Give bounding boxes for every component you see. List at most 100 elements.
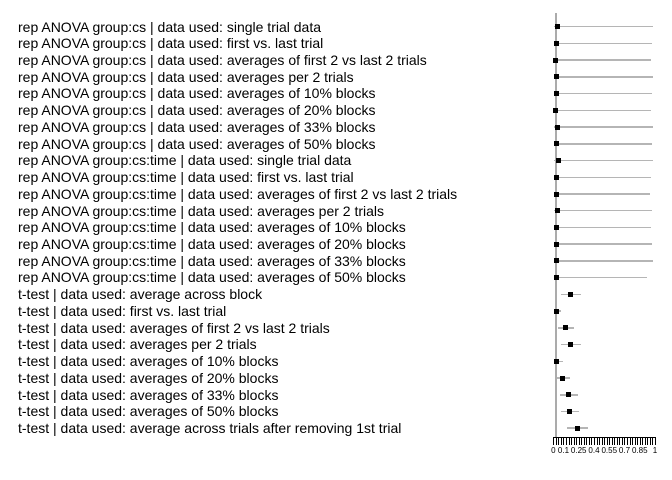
row-label: t-test | data used: averages of 50% bloc… bbox=[18, 403, 279, 420]
x-axis-tick bbox=[578, 438, 580, 445]
error-bar bbox=[553, 159, 653, 162]
x-axis-tick bbox=[614, 438, 616, 445]
row-label: rep ANOVA group:cs | data used: averages… bbox=[18, 68, 354, 85]
point-marker bbox=[554, 74, 560, 80]
row-label: t-test | data used: first vs. last trial bbox=[18, 302, 227, 319]
row-label: t-test | data used: average across block bbox=[18, 286, 263, 303]
x-axis-tick bbox=[581, 438, 583, 445]
point-marker bbox=[553, 358, 559, 364]
error-bar bbox=[553, 92, 652, 95]
x-axis-tick bbox=[629, 438, 631, 445]
x-axis-tick bbox=[563, 438, 565, 445]
x-axis-tick bbox=[566, 438, 567, 445]
row-label: rep ANOVA group:cs | data used: averages… bbox=[18, 51, 427, 68]
x-axis-tick bbox=[621, 438, 623, 445]
x-axis-tick bbox=[652, 438, 654, 445]
error-bar bbox=[553, 276, 647, 279]
row-label: rep ANOVA group:cs:time | data used: sin… bbox=[18, 152, 352, 169]
point-marker bbox=[554, 124, 560, 130]
error-bar bbox=[553, 193, 650, 195]
point-marker bbox=[553, 191, 559, 197]
point-marker bbox=[556, 158, 562, 164]
row-label: t-test | data used: averages of 10% bloc… bbox=[18, 353, 279, 370]
error-bar bbox=[553, 42, 652, 45]
x-axis-tick-label: 0.55 bbox=[601, 446, 618, 455]
x-axis-tick-label: 0 bbox=[551, 446, 556, 455]
x-axis-tick bbox=[593, 438, 595, 445]
point-marker bbox=[554, 91, 560, 97]
row-label: rep ANOVA group:cs | data used: averages… bbox=[18, 102, 376, 119]
row-label: t-test | data used: averages of 33% bloc… bbox=[18, 386, 279, 403]
x-axis-tick-label: 0.4 bbox=[588, 446, 600, 455]
point-marker bbox=[554, 24, 560, 30]
x-axis-tick bbox=[639, 438, 641, 445]
row-label: t-test | data used: averages of first 2 … bbox=[18, 319, 330, 336]
point-marker bbox=[553, 275, 559, 281]
point-marker bbox=[553, 107, 559, 113]
x-axis-tick bbox=[655, 438, 656, 445]
x-axis-tick bbox=[555, 438, 557, 445]
x-axis-tick bbox=[611, 438, 613, 445]
x-axis-line bbox=[553, 437, 656, 438]
row-label: rep ANOVA group:cs | data used: single t… bbox=[18, 18, 321, 35]
x-axis-tick bbox=[619, 438, 621, 445]
x-axis-tick bbox=[576, 438, 578, 445]
error-bar bbox=[553, 126, 653, 128]
point-marker bbox=[553, 308, 559, 314]
error-bar bbox=[553, 226, 651, 229]
row-label: rep ANOVA group:cs | data used: averages… bbox=[18, 135, 376, 152]
x-axis-tick-label: 0.7 bbox=[618, 446, 631, 455]
x-axis-tick bbox=[644, 438, 646, 445]
x-axis-tick-label: 0.25 bbox=[570, 446, 587, 455]
x-axis-tick-label: 1 bbox=[652, 446, 658, 455]
x-axis-tick bbox=[604, 438, 606, 445]
point-marker bbox=[566, 408, 572, 414]
x-axis-tick bbox=[624, 438, 626, 445]
x-axis-tick bbox=[616, 438, 618, 445]
row-label: t-test | data used: averages of 20% bloc… bbox=[18, 369, 279, 386]
x-axis-tick bbox=[609, 438, 611, 445]
point-marker bbox=[553, 174, 559, 180]
point-marker bbox=[563, 325, 568, 331]
error-bar bbox=[553, 176, 651, 179]
error-bar bbox=[553, 209, 652, 212]
x-axis-tick bbox=[601, 438, 603, 445]
point-marker bbox=[553, 224, 559, 230]
x-axis-tick bbox=[571, 438, 573, 445]
x-axis-tick bbox=[637, 438, 639, 445]
row-label: t-test | data used: averages per 2 trial… bbox=[18, 336, 257, 353]
point-marker bbox=[554, 141, 560, 147]
row-label: rep ANOVA group:cs:time | data used: ave… bbox=[18, 235, 406, 252]
x-axis-tick bbox=[634, 438, 636, 445]
point-marker bbox=[554, 241, 560, 247]
point-marker bbox=[559, 375, 565, 381]
x-axis-tick bbox=[606, 438, 608, 445]
point-marker bbox=[574, 425, 580, 431]
error-bar bbox=[553, 76, 653, 78]
point-marker bbox=[568, 291, 574, 297]
error-bar bbox=[553, 59, 651, 61]
x-axis-tick bbox=[558, 438, 560, 445]
x-axis-tick bbox=[560, 438, 562, 445]
x-axis-tick bbox=[583, 438, 585, 445]
row-label: rep ANOVA group:cs:time | data used: ave… bbox=[18, 202, 385, 219]
x-axis-tick bbox=[647, 438, 649, 445]
row-label: rep ANOVA group:cs | data used: averages… bbox=[18, 118, 376, 135]
error-bar bbox=[553, 25, 653, 28]
row-label: rep ANOVA group:cs:time | data used: ave… bbox=[18, 185, 458, 202]
point-marker bbox=[568, 342, 574, 348]
x-axis-tick bbox=[642, 438, 644, 445]
x-axis-tick bbox=[596, 438, 598, 445]
row-label: rep ANOVA group:cs:time | data used: ave… bbox=[18, 252, 406, 269]
row-label: rep ANOVA group:cs:time | data used: ave… bbox=[18, 269, 406, 286]
x-axis-tick bbox=[588, 438, 590, 445]
error-bar bbox=[553, 260, 653, 262]
row-label: rep ANOVA group:cs:time | data used: fir… bbox=[18, 169, 354, 186]
x-axis-tick bbox=[649, 438, 651, 445]
point-marker bbox=[553, 57, 559, 63]
x-axis-tick bbox=[553, 438, 555, 445]
x-axis-tick bbox=[627, 438, 629, 445]
error-bar bbox=[553, 109, 651, 112]
x-axis-tick bbox=[568, 438, 570, 445]
